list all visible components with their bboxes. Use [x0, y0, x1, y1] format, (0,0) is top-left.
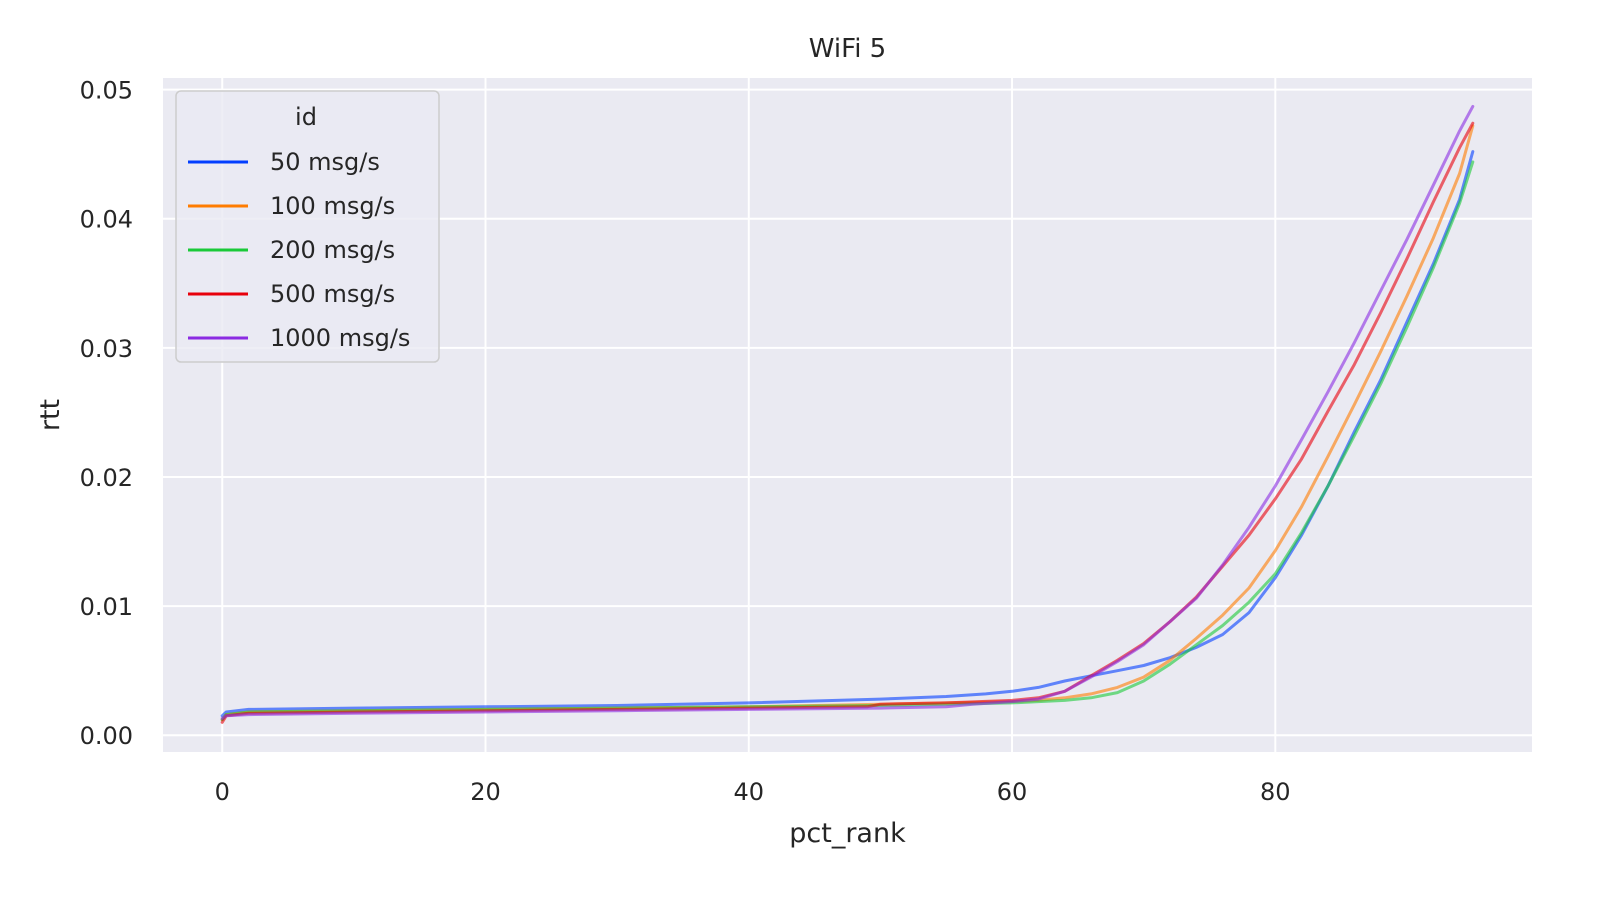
legend-title: id [295, 103, 317, 131]
y-tick-label: 0.05 [80, 77, 133, 105]
legend-label: 500 msg/s [270, 280, 395, 308]
legend-label: 1000 msg/s [270, 324, 410, 352]
y-tick-label: 0.04 [80, 206, 133, 234]
x-tick-label: 0 [215, 778, 230, 806]
legend: id 50 msg/s 100 msg/s 200 msg/s 500 msg/s 10… [175, 90, 440, 363]
legend-label: 50 msg/s [270, 148, 380, 176]
y-axis-ticks: 0.00 0.01 0.02 0.03 0.04 0.05 [80, 77, 133, 751]
series-lines [220, 104, 1475, 724]
x-axis-ticks: 0 20 40 60 80 [215, 778, 1291, 806]
series-line-1 [220, 150, 1475, 718]
y-tick-label: 0.01 [80, 593, 133, 621]
legend-items: 50 msg/s 100 msg/s 200 msg/s 500 msg/s 1000 … [188, 148, 410, 352]
legend-label: 100 msg/s [270, 192, 395, 220]
y-tick-label: 0.00 [80, 722, 133, 750]
x-tick-label: 60 [997, 778, 1028, 806]
x-tick-label: 40 [734, 778, 765, 806]
legend-label: 200 msg/s [270, 236, 395, 264]
chart-title: WiFi 5 [809, 34, 886, 64]
x-axis-label: pct_rank [789, 818, 906, 849]
x-tick-label: 80 [1260, 778, 1291, 806]
x-tick-label: 20 [470, 778, 501, 806]
y-tick-label: 0.03 [80, 335, 133, 363]
series-line-5 [220, 104, 1475, 720]
y-tick-label: 0.02 [80, 464, 133, 492]
legend-frame [175, 90, 440, 363]
y-axis-label: rtt [35, 399, 66, 431]
